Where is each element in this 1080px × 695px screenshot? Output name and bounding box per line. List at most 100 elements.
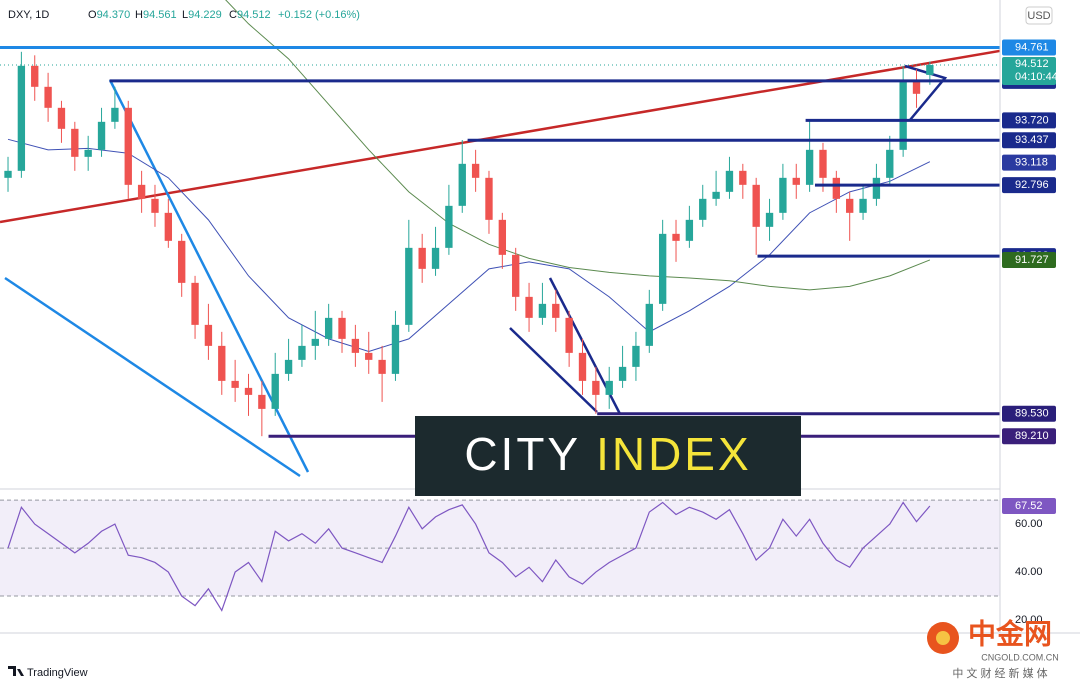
candle-body [578, 352, 587, 381]
last-price-label: 94.512 [1015, 58, 1049, 70]
candle-body [565, 317, 573, 353]
candle-body [137, 184, 146, 199]
price-badge [1002, 405, 1056, 422]
ohlc-value: 94.561 [143, 9, 177, 21]
candle-body [365, 352, 373, 360]
candle-body [618, 366, 627, 381]
moving-average [225, 0, 931, 291]
price-badge [1002, 428, 1056, 445]
candle-body [525, 296, 533, 318]
countdown: 04:10:44 [1015, 71, 1058, 83]
candle-body [752, 184, 760, 227]
candle-body [44, 86, 52, 108]
candle-body [218, 345, 226, 381]
candle-body [97, 121, 106, 150]
candle-body [324, 317, 333, 339]
price-badge-label: 93.118 [1015, 156, 1048, 168]
candle-body [886, 149, 894, 178]
watermark-text: CITY [464, 428, 596, 480]
candle-body [658, 233, 667, 304]
candle-body [338, 317, 346, 339]
candle-body [632, 345, 640, 367]
candle-body [298, 345, 306, 360]
candle-body [699, 198, 707, 220]
rsi-badge-label: 67.52 [1015, 500, 1043, 512]
candle-body [178, 240, 186, 283]
ohlc-value: 94.370 [97, 9, 131, 21]
candle-body [872, 177, 881, 199]
candle-body [859, 198, 867, 213]
price-badge [1002, 39, 1056, 56]
rsi-tick-label: 20.00 [1015, 614, 1043, 626]
candle-body [458, 163, 466, 206]
price-badge [1002, 112, 1056, 129]
price-badge-label: 93.720 [1015, 114, 1049, 126]
trend-line [509, 327, 598, 413]
candle-body [498, 219, 507, 255]
rsi-pane [0, 499, 1000, 612]
candle-body [57, 107, 66, 129]
change: +0.152 (+0.16%) [278, 9, 360, 21]
candle-body [485, 177, 493, 220]
rsi-line [7, 501, 931, 612]
watermark-text: INDEX [596, 428, 752, 480]
candle-body [418, 247, 426, 269]
ohlc-key: H [135, 9, 143, 21]
candle-body [445, 205, 453, 248]
candle-body [725, 170, 734, 192]
candle-body [405, 247, 413, 325]
last-price-badge [1002, 56, 1056, 85]
candle-body [258, 394, 266, 409]
candle-body [84, 149, 92, 157]
ohlc-key: L [182, 9, 188, 21]
ohlc-item: O94.370 [88, 9, 130, 21]
tv-logo [8, 666, 24, 676]
trend-line [4, 276, 301, 478]
candle-body [912, 79, 921, 94]
currency-box [1025, 6, 1053, 25]
candle-body [111, 107, 119, 122]
ohlc-item: C94.512 [229, 9, 271, 21]
candle-body [672, 233, 680, 241]
ohlc-legend: O94.370 H94.561 L94.229 C94.512 +0.152 (+0.1… [88, 9, 360, 21]
candle-body [805, 149, 814, 185]
ohlc-value: 94.229 [188, 9, 222, 21]
candle-body [779, 177, 787, 213]
price-pane [0, 0, 1000, 438]
candle-body [311, 338, 319, 346]
candle-body [378, 359, 386, 374]
ohlc-item: L94.229 [182, 9, 222, 21]
candle-body [832, 177, 841, 199]
candle-body [4, 170, 12, 178]
moving-average [7, 138, 931, 352]
ohlc-key: C [229, 9, 237, 21]
price-badge [1002, 132, 1056, 149]
price-badge-label: 93.437 [1015, 134, 1049, 146]
candle-body [846, 198, 854, 213]
logo: 中金网 [968, 617, 1052, 649]
candle-body [712, 191, 720, 199]
ohlc-key: O [88, 9, 97, 21]
candle-body [271, 373, 279, 409]
ohlc-value: 94.512 [237, 9, 271, 21]
symbol: DXY, 1D [8, 9, 49, 21]
candle-body [512, 254, 520, 297]
price-badge-label: 89.210 [1015, 430, 1049, 442]
candle-body [204, 324, 213, 346]
candle-body [124, 107, 132, 185]
price-badge [1002, 154, 1056, 171]
price-axis: 94.76194.28593.72093.43793.11892.79691.7… [1002, 39, 1058, 626]
candle-body [151, 198, 159, 213]
candle-body [17, 65, 26, 171]
price-badge-label: 94.761 [1015, 41, 1049, 53]
candle-body [792, 177, 800, 185]
candle-body [605, 380, 613, 395]
candle-body [231, 380, 239, 388]
price-badge-label: 89.530 [1015, 408, 1049, 420]
price-badge-label: 91.727 [1015, 254, 1049, 266]
candle-body [645, 303, 653, 346]
logo-slogan: 中 文 财 经 新 媒 体 [952, 666, 1047, 680]
rsi-badge [1002, 498, 1056, 515]
